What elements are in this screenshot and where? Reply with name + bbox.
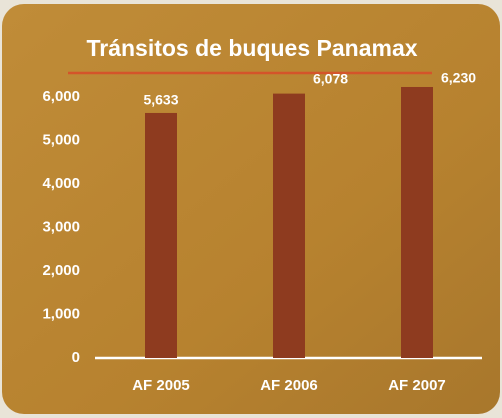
bar xyxy=(273,93,305,359)
panel xyxy=(2,4,500,414)
x-tick-label: AF 2007 xyxy=(388,377,446,394)
y-tick-label: 4,000 xyxy=(42,175,80,192)
y-tick-label: 6,000 xyxy=(42,88,80,105)
x-tick-label: AF 2006 xyxy=(260,377,318,394)
y-tick-label: 2,000 xyxy=(42,262,80,279)
bar xyxy=(401,86,433,359)
y-tick-label: 3,000 xyxy=(42,218,80,235)
chart-title: Tránsitos de buques Panamax xyxy=(86,35,417,61)
y-tick-label: 0 xyxy=(72,349,80,366)
y-tick-label: 5,000 xyxy=(42,131,80,148)
x-tick-label: AF 2005 xyxy=(132,377,190,394)
value-label: 6,078 xyxy=(313,70,348,86)
value-label: 6,230 xyxy=(441,70,476,86)
y-tick-label: 1,000 xyxy=(42,305,80,322)
value-label: 5,633 xyxy=(143,92,178,108)
bar xyxy=(145,112,177,358)
